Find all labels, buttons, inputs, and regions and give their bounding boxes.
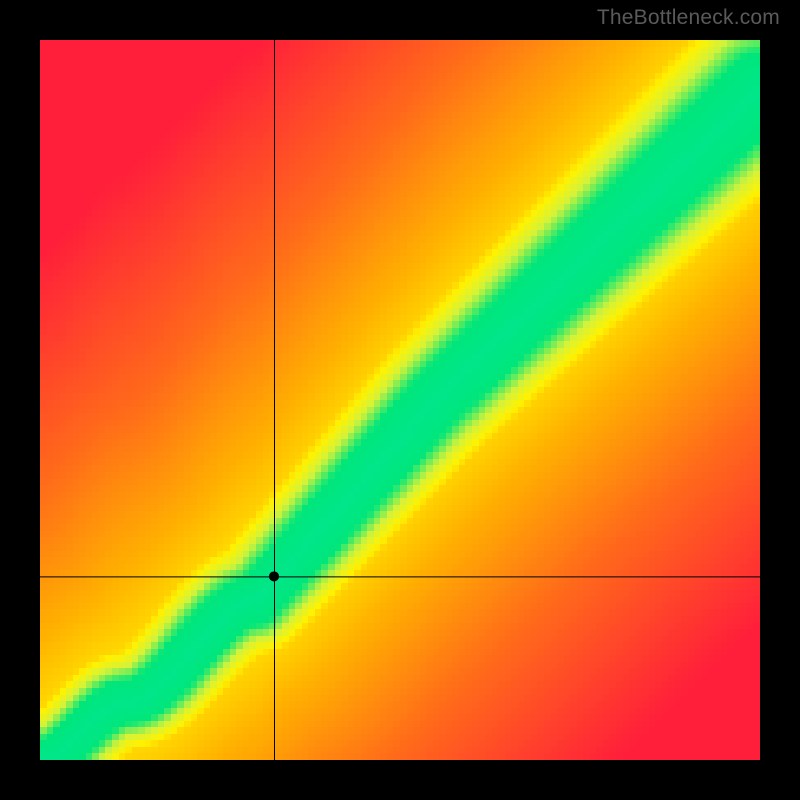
heatmap-canvas — [40, 40, 760, 760]
watermark-text: TheBottleneck.com — [597, 6, 780, 30]
heatmap-plot — [40, 40, 760, 760]
figure-frame: TheBottleneck.com — [0, 0, 800, 800]
